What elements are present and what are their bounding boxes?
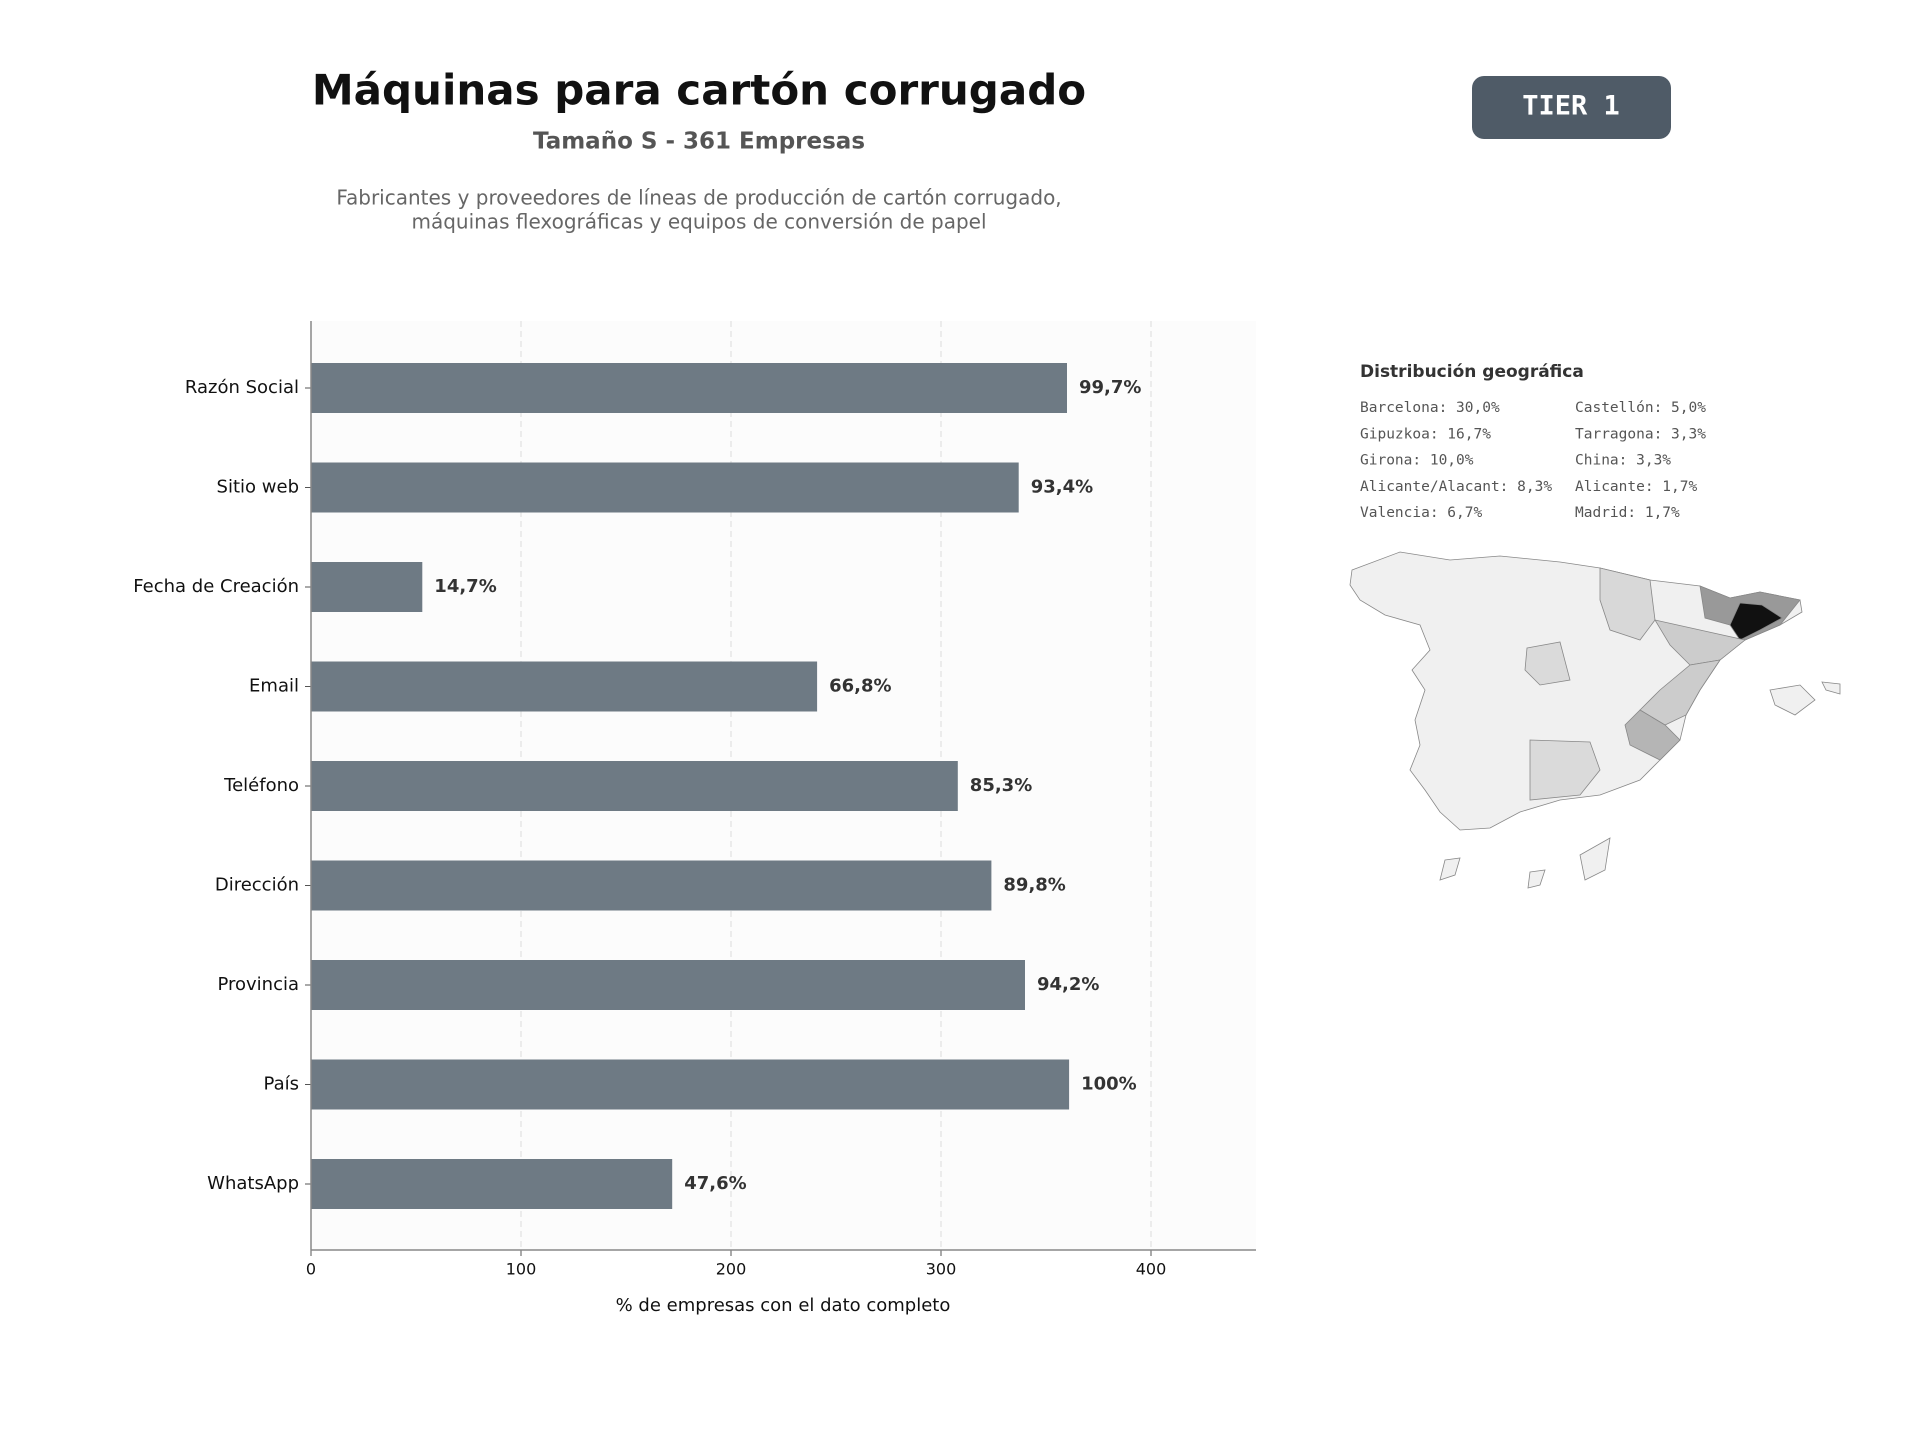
geo-entry: Alicante: 1,7% (1575, 479, 1697, 495)
y-tick-label: Sitio web (217, 477, 299, 498)
description-line: Fabricantes y proveedores de líneas de p… (336, 186, 1061, 210)
y-tick-label: Provincia (217, 974, 299, 995)
bar (311, 761, 958, 811)
description-line: máquinas flexográficas y equipos de conv… (411, 210, 986, 234)
badge-text: TIER 1 (1522, 91, 1620, 122)
geo-entry: Gipuzkoa: 16,7% (1360, 426, 1491, 442)
x-tick-label: 200 (716, 1260, 747, 1279)
bar (311, 363, 1067, 413)
x-tick-label: 400 (1136, 1260, 1167, 1279)
y-tick-label: WhatsApp (207, 1173, 299, 1194)
value-label: 100% (1081, 1074, 1137, 1095)
value-label: 93,4% (1031, 477, 1093, 498)
y-tick-label: Dirección (215, 875, 299, 896)
chart-subtitle: Tamaño S - 361 Empresas (533, 129, 865, 155)
bar (311, 562, 423, 612)
x-tick-label: 300 (926, 1260, 957, 1279)
value-label: 99,7% (1079, 377, 1141, 398)
geo-entry: China: 3,3% (1575, 453, 1671, 469)
bar (311, 960, 1025, 1010)
bar (311, 860, 992, 911)
chart-title: Máquinas para cartón corrugado (312, 66, 1086, 115)
value-label: 89,8% (1003, 875, 1065, 896)
geo-entry: Valencia: 6,7% (1360, 505, 1482, 521)
y-tick-label: Razón Social (185, 377, 299, 398)
bar (311, 462, 1019, 513)
x-axis-label: % de empresas con el dato completo (616, 1295, 951, 1316)
geo-entry: Girona: 10,0% (1360, 453, 1474, 469)
geo-entry: Madrid: 1,7% (1575, 505, 1680, 521)
bar (311, 661, 818, 712)
value-label: 47,6% (684, 1173, 746, 1194)
geo-entry: Castellón: 5,0% (1575, 400, 1706, 416)
value-label: 94,2% (1037, 974, 1099, 995)
geo-entry: Alicante/Alacant: 8,3% (1360, 479, 1552, 495)
value-label: 66,8% (829, 676, 891, 697)
geo-entry: Tarragona: 3,3% (1575, 426, 1706, 442)
badge (1472, 76, 1671, 139)
geo-entry: Barcelona: 30,0% (1360, 400, 1500, 416)
y-tick-label: Email (249, 676, 299, 697)
geo-title: Distribución geográfica (1360, 362, 1584, 382)
value-label: 85,3% (970, 775, 1032, 796)
bar (311, 1059, 1070, 1110)
x-tick-label: 0 (306, 1260, 316, 1279)
y-tick-label: Fecha de Creación (133, 576, 299, 597)
map (1349, 551, 1841, 889)
y-tick-label: Teléfono (223, 775, 299, 796)
value-label: 14,7% (434, 576, 496, 597)
bar (311, 1159, 673, 1209)
x-tick-label: 100 (506, 1260, 537, 1279)
y-tick-label: País (264, 1074, 299, 1095)
